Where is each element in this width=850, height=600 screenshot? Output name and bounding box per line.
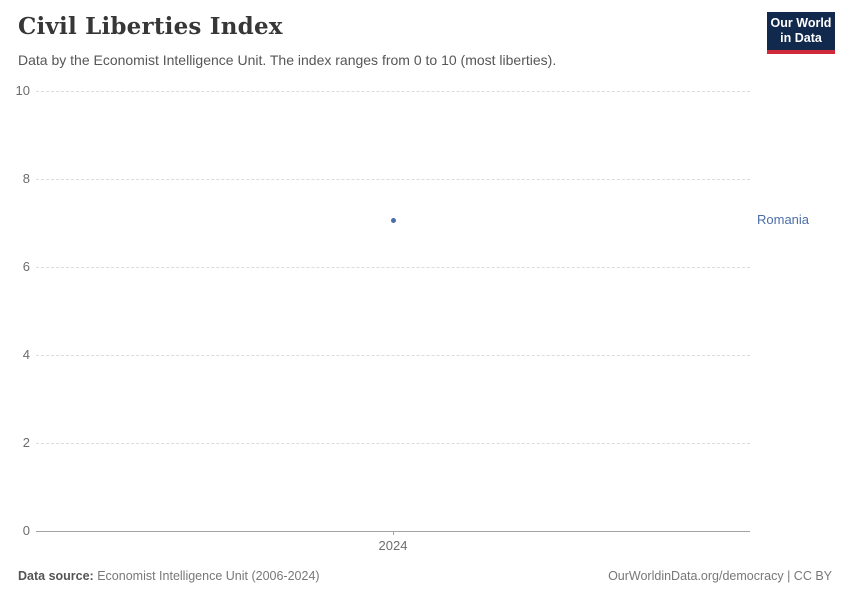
chart-footer: Data source: Economist Intelligence Unit… xyxy=(18,569,832,583)
y-gridline xyxy=(36,91,750,92)
owid-logo-line1: Our World xyxy=(770,16,832,30)
x-axis-tick xyxy=(393,531,394,535)
owid-logo[interactable]: Our World in Data xyxy=(767,12,835,54)
x-axis-tick-label: 2024 xyxy=(378,538,408,553)
y-axis-tick-label: 8 xyxy=(22,171,30,186)
y-axis-tick-label: 6 xyxy=(22,259,30,274)
owid-logo-line2: in Data xyxy=(780,31,822,45)
y-axis-tick-label: 4 xyxy=(22,347,30,362)
license-note: OurWorldinData.org/democracy | CC BY xyxy=(608,569,832,583)
y-axis-tick-label: 2 xyxy=(22,435,30,450)
data-source-label: Data source: xyxy=(18,569,94,583)
data-point-romania[interactable] xyxy=(391,218,396,224)
y-gridline xyxy=(36,355,750,356)
y-gridline xyxy=(36,443,750,444)
chart-subtitle: Data by the Economist Intelligence Unit.… xyxy=(18,52,557,68)
y-axis-tick-label: 10 xyxy=(15,83,30,98)
chart-title: Civil Liberties Index xyxy=(18,13,283,40)
data-source-text: Economist Intelligence Unit (2006-2024) xyxy=(97,569,320,583)
y-axis-tick-label: 0 xyxy=(22,523,30,538)
series-label-romania[interactable]: Romania xyxy=(757,212,810,228)
data-source: Data source: Economist Intelligence Unit… xyxy=(18,569,320,583)
x-axis-line xyxy=(36,531,750,532)
y-gridline xyxy=(36,179,750,180)
y-gridline xyxy=(36,267,750,268)
